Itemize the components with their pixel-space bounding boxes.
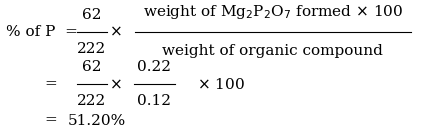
Text: =: =	[45, 114, 57, 128]
Text: 62: 62	[82, 8, 102, 22]
Text: weight of organic compound: weight of organic compound	[162, 44, 383, 58]
Text: $\times$ 100: $\times$ 100	[198, 77, 245, 92]
Text: weight of Mg$_2$P$_2$O$_7$ formed $\times$ 100: weight of Mg$_2$P$_2$O$_7$ formed $\time…	[142, 3, 403, 21]
Text: $\times$: $\times$	[109, 77, 122, 91]
Text: 222: 222	[77, 94, 106, 108]
Text: 62: 62	[82, 60, 102, 74]
Text: % of P  =: % of P =	[6, 25, 78, 39]
Text: 222: 222	[77, 42, 106, 56]
Text: 0.22: 0.22	[137, 60, 171, 74]
Text: 0.12: 0.12	[137, 94, 171, 108]
Text: $\times$: $\times$	[109, 25, 122, 39]
Text: =: =	[45, 77, 57, 91]
Text: 51.20%: 51.20%	[68, 114, 127, 128]
